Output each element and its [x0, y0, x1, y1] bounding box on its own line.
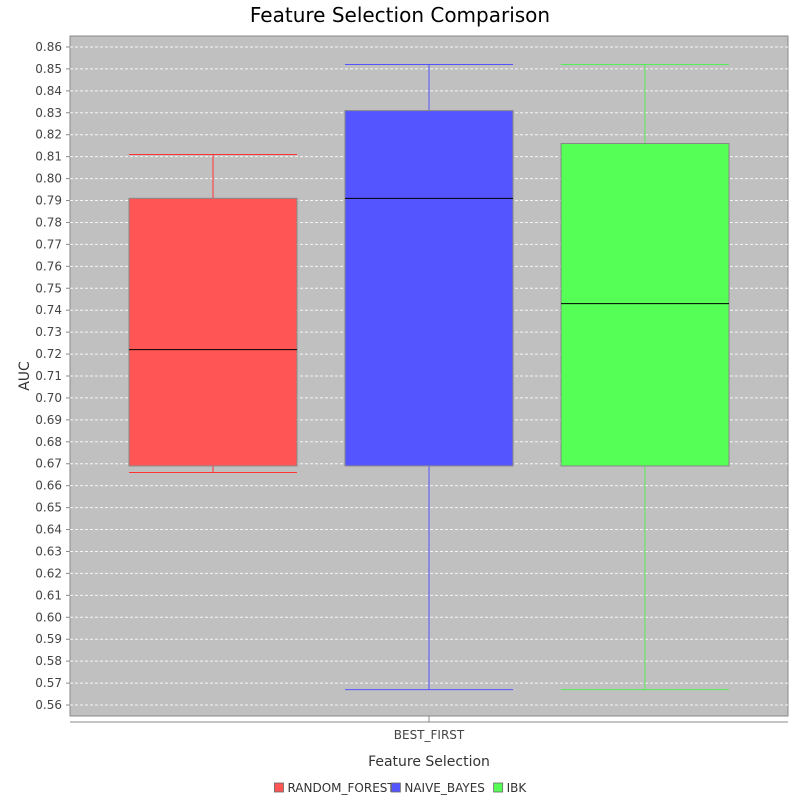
legend-item-naive-bayes: NAIVE_BAYES: [390, 781, 485, 795]
y-tick-label: 0.85: [35, 62, 62, 76]
y-tick-label: 0.78: [35, 215, 62, 229]
y-tick-label: 0.79: [35, 194, 62, 208]
box-naive-bayes: [344, 64, 514, 691]
box-ibk: [560, 64, 730, 691]
box-iqr: [560, 142, 730, 467]
y-axis-ticks: 0.56 0.57 0.58 0.59 0.60 0.61 0.62 0.63 0.64 0.65…: [35, 40, 70, 712]
y-tick-label: 0.68: [35, 435, 62, 449]
y-axis-label: AUC: [17, 361, 33, 391]
y-tick-label: 0.56: [35, 698, 62, 712]
y-tick-label: 0.86: [35, 40, 62, 54]
y-tick-label: 0.82: [35, 128, 62, 142]
y-tick-label: 0.58: [35, 654, 62, 668]
y-tick-label: 0.74: [35, 303, 62, 317]
y-tick-label: 0.73: [35, 325, 62, 339]
x-axis-label: Feature Selection: [368, 754, 490, 770]
legend: RANDOM_FOREST NAIVE_BAYES IBK: [274, 781, 527, 795]
legend-swatch: [274, 782, 284, 793]
x-tick-label: BEST_FIRST: [394, 728, 465, 742]
y-tick-label: 0.59: [35, 632, 62, 646]
legend-item-random-forest: RANDOM_FOREST: [274, 781, 395, 795]
y-tick-label: 0.69: [35, 413, 62, 427]
y-tick-label: 0.76: [35, 259, 62, 273]
legend-label: NAIVE_BAYES: [404, 781, 485, 795]
y-tick-label: 0.67: [35, 457, 62, 471]
y-tick-label: 0.80: [35, 172, 62, 186]
legend-swatch: [390, 782, 401, 793]
chart-title: Feature Selection Comparison: [250, 3, 550, 27]
legend-swatch: [493, 782, 504, 793]
y-tick-label: 0.61: [35, 588, 62, 602]
y-tick-label: 0.83: [35, 106, 62, 120]
legend-item-ibk: IBK: [493, 781, 528, 795]
legend-label: IBK: [507, 781, 528, 795]
y-tick-label: 0.70: [35, 391, 62, 405]
legend-label: RANDOM_FOREST: [287, 781, 395, 795]
y-tick-label: 0.77: [35, 237, 62, 251]
y-tick-label: 0.63: [35, 544, 62, 558]
box-series: [128, 64, 730, 691]
y-tick-label: 0.75: [35, 281, 62, 295]
box-iqr: [344, 110, 514, 467]
y-tick-label: 0.71: [35, 369, 62, 383]
y-tick-label: 0.72: [35, 347, 62, 361]
y-tick-label: 0.65: [35, 501, 62, 515]
box-random-forest: [128, 153, 298, 474]
y-tick-label: 0.62: [35, 566, 62, 580]
box-iqr: [128, 197, 298, 467]
y-tick-label: 0.64: [35, 523, 62, 537]
y-tick-label: 0.81: [35, 150, 62, 164]
y-tick-label: 0.66: [35, 479, 62, 493]
y-tick-label: 0.60: [35, 610, 62, 624]
y-tick-label: 0.84: [35, 84, 62, 98]
y-tick-label: 0.57: [35, 676, 62, 690]
